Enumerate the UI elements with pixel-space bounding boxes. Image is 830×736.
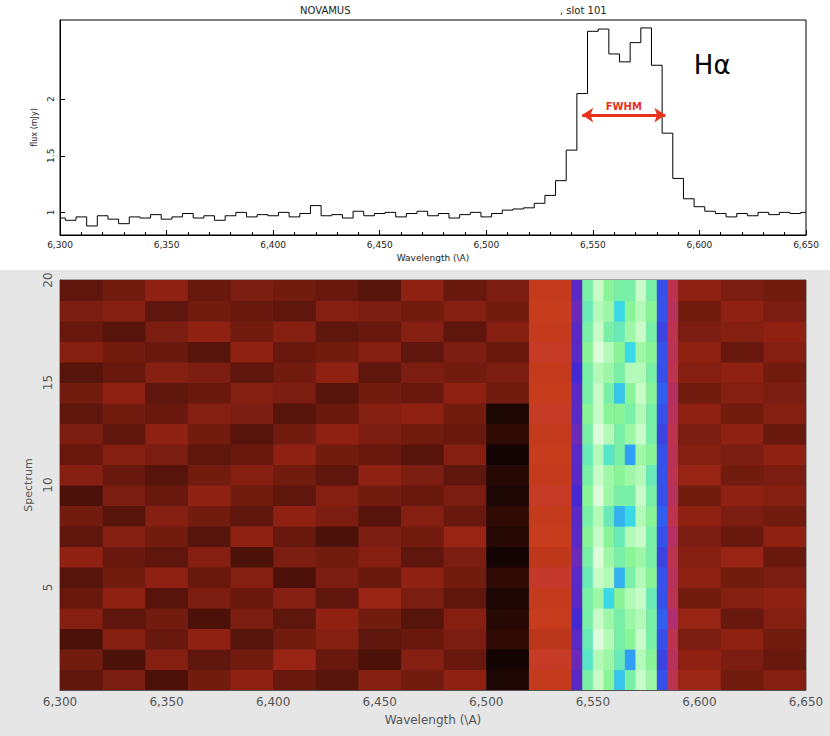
svg-text:, slot 101: , slot 101 [560,5,607,16]
svg-text:6,650: 6,650 [793,240,819,250]
svg-text:6,450: 6,450 [363,695,397,709]
svg-text:6,550: 6,550 [576,695,610,709]
svg-text:6,600: 6,600 [682,695,716,709]
svg-text:10: 10 [41,477,55,492]
svg-text:1: 1 [46,210,56,216]
svg-text:FWHM: FWHM [606,101,642,112]
svg-text:5: 5 [41,584,55,592]
svg-text:flux (mJy): flux (mJy) [30,108,39,147]
svg-text:6,550: 6,550 [580,240,606,250]
svg-text:NOVAMUS: NOVAMUS [300,5,351,16]
svg-text:6,450: 6,450 [367,240,393,250]
svg-text:2: 2 [46,96,56,102]
svg-text:6,600: 6,600 [687,240,713,250]
svg-text:15: 15 [41,375,55,390]
svg-text:6,500: 6,500 [473,240,499,250]
svg-text:6,300: 6,300 [47,240,73,250]
svg-text:6,500: 6,500 [469,695,503,709]
svg-text:20: 20 [41,272,55,287]
svg-text:6,400: 6,400 [260,240,286,250]
svg-text:6,350: 6,350 [154,240,180,250]
svg-text:6,350: 6,350 [149,695,183,709]
svg-text:Spectrum: Spectrum [22,458,35,511]
svg-text:1.5: 1.5 [46,149,56,163]
svg-text:6,300: 6,300 [43,695,77,709]
svg-text:Wavelength (\A): Wavelength (\A) [397,253,469,263]
svg-text:6,650: 6,650 [789,695,823,709]
svg-text:Wavelength (\A): Wavelength (\A) [385,713,482,727]
svg-text:6,400: 6,400 [256,695,290,709]
svg-text:Hα: Hα [694,50,731,80]
